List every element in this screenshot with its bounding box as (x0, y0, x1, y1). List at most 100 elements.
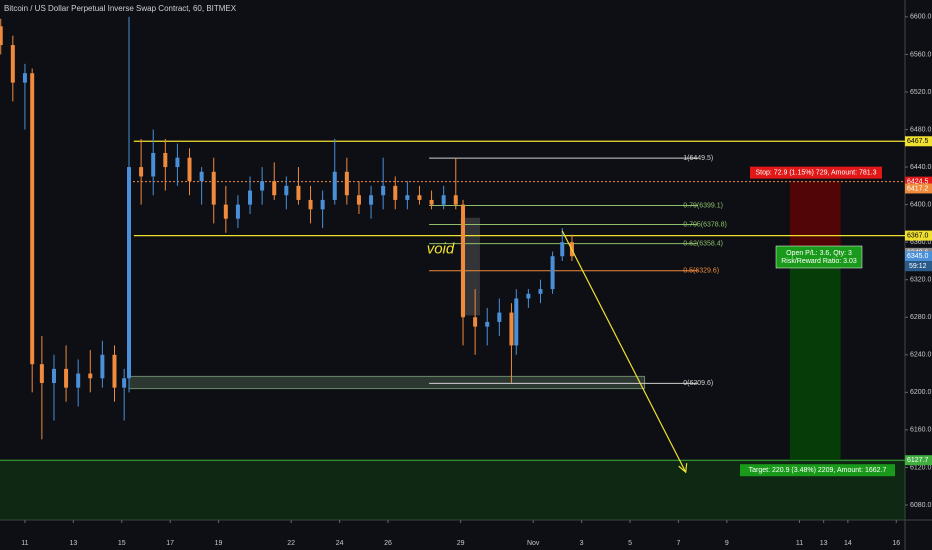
candle-body (405, 195, 410, 200)
candle-body (296, 185, 301, 200)
candle-body (10, 45, 15, 83)
price-tag-label: 6467.5 (907, 138, 929, 145)
price-tag (905, 251, 932, 262)
y-tick-label: 6240.0 (910, 352, 932, 359)
price-tag-label: 6417.2 (907, 185, 929, 192)
x-tick-label: 17 (166, 540, 174, 547)
candle-body (163, 152, 168, 168)
x-tick-label: 3 (580, 540, 584, 547)
fib-label: 0.5(6329.6) (683, 268, 719, 275)
fib-label: 0.62(6358.4) (683, 241, 723, 248)
candle-body (429, 199, 434, 205)
target-box (789, 252, 841, 461)
x-tick-label: 29 (457, 540, 465, 547)
candle-body (461, 204, 466, 318)
annotation: void (427, 241, 455, 258)
chart-title: Bitcoin / US Dollar Perpetual Inverse Sw… (4, 4, 237, 13)
candle-body (526, 293, 531, 299)
candle-body (0, 26, 3, 46)
candle-body (538, 289, 543, 294)
x-tick-label: 26 (384, 540, 392, 547)
candle-body (175, 157, 180, 168)
x-tick-label: 5 (628, 540, 632, 547)
x-tick-label: 11 (796, 540, 803, 547)
candle-body (344, 171, 349, 196)
y-tick-label: 6200.0 (910, 389, 932, 396)
y-tick-label: 6520.0 (910, 89, 932, 96)
price-tag-label: 6424.5 (907, 178, 929, 185)
candle-body (112, 354, 117, 388)
candle-body (187, 157, 192, 182)
candle-body (22, 73, 27, 83)
candle-body (509, 312, 514, 346)
candle-body (39, 364, 44, 383)
y-tick-label: 6600.0 (910, 14, 932, 21)
candle-body (356, 195, 361, 205)
y-tick-label: 6440.0 (910, 164, 932, 171)
candle-body (473, 317, 478, 327)
x-tick-label: 13 (69, 540, 77, 547)
y-tick-label: 6160.0 (910, 427, 932, 434)
candle-body (51, 368, 56, 383)
x-tick-label: Nov (527, 540, 540, 547)
candle-body (248, 190, 253, 205)
pl-box (775, 245, 863, 269)
candle-body (100, 354, 105, 379)
y-tick-label: 6120.0 (910, 464, 932, 471)
candle-body (417, 195, 422, 200)
candle-body (485, 321, 490, 327)
x-tick-label: 9 (725, 540, 729, 547)
candle-body (235, 204, 240, 219)
price-tag (905, 136, 932, 147)
candle-body (320, 199, 325, 210)
x-tick-label: 19 (215, 540, 223, 547)
candle-body (127, 167, 132, 379)
price-tag-label: 6345.0 (907, 253, 929, 260)
candle-body (441, 195, 446, 205)
candle-body (223, 204, 228, 219)
candle-body (369, 195, 374, 205)
stop-label: Stop: 72.9 (1.15%) 729, Amount: 781.3 (755, 169, 876, 176)
x-tick-label: 13 (820, 540, 828, 547)
candle-body (393, 185, 398, 200)
candle-body (211, 171, 216, 205)
arrow (561, 230, 687, 473)
y-tick-label: 6400.0 (910, 201, 932, 208)
x-tick-label: 24 (336, 540, 344, 547)
x-tick-label: 14 (844, 540, 852, 547)
candle-body (88, 373, 93, 379)
fib-label: 1(6449.5) (683, 155, 713, 162)
price-tag-label: 6127.7 (907, 457, 929, 464)
candle-body (122, 378, 127, 388)
target-label: Target: 220.9 (3.48%) 2209, Amount: 1662… (749, 467, 887, 474)
candle-body (308, 199, 313, 210)
target-label-bg (740, 464, 895, 477)
x-tick-label: 7 (676, 540, 680, 547)
candle-body (514, 298, 519, 346)
candle-body (272, 181, 277, 196)
pl-label: Open P/L: 3.6, Qty: 3 (786, 250, 852, 257)
candle-body (76, 373, 81, 388)
countdown-bg (905, 261, 932, 272)
y-tick-label: 6280.0 (910, 314, 932, 321)
countdown: 59:12 (909, 263, 927, 270)
price-tag (905, 183, 932, 194)
stop-label-bg (750, 166, 882, 179)
fib-label: 0(6209.6) (683, 380, 713, 387)
arrow-head (678, 463, 688, 474)
x-tick-label: 22 (287, 540, 295, 547)
candle-body (260, 181, 265, 191)
x-tick-label: 16 (892, 540, 900, 547)
fib-label: 0.79(6399.1) (683, 202, 723, 209)
x-tick-label: 15 (118, 540, 126, 547)
y-tick-label: 6360.0 (910, 239, 932, 246)
candle-body (64, 368, 69, 388)
x-tick-label: 11 (21, 540, 28, 547)
y-tick-label: 6560.0 (910, 51, 932, 58)
price-tag (905, 176, 932, 187)
price-tag (905, 230, 932, 241)
candle-body (332, 171, 337, 200)
